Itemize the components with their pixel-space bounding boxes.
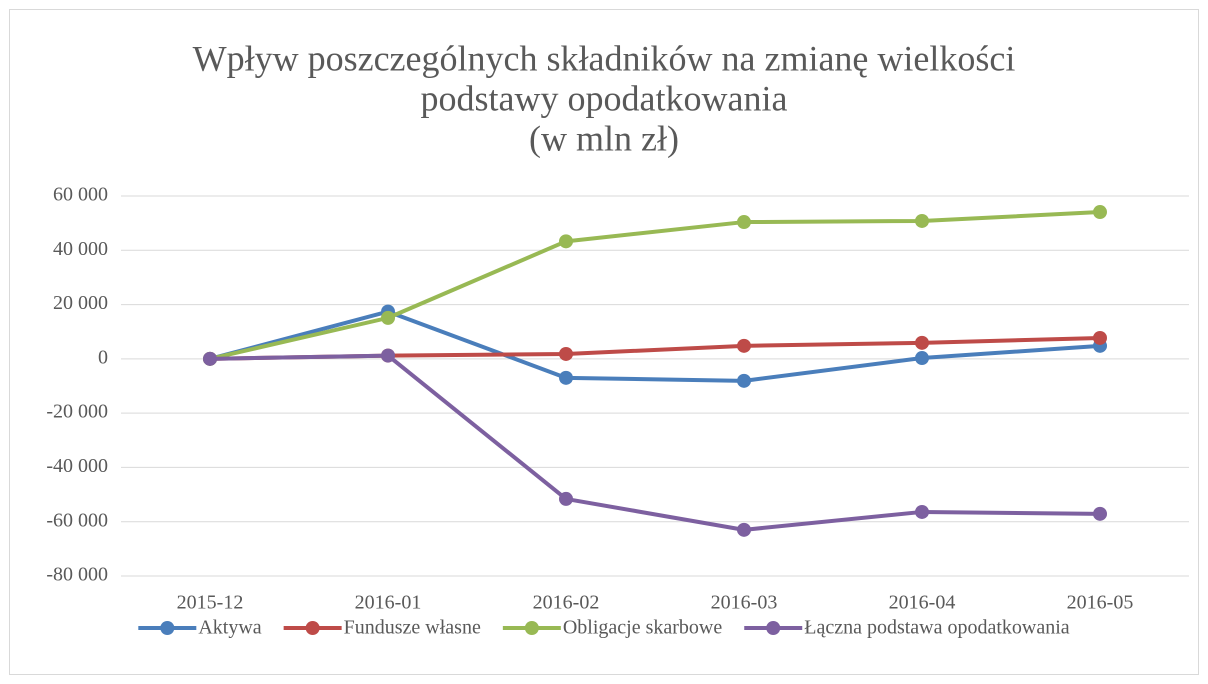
chart-title: (w mln zł): [529, 118, 679, 158]
data-point: [1093, 330, 1107, 345]
y-tick-label: -20 000: [46, 401, 108, 423]
series-line: [209, 210, 1101, 361]
data-point: [1093, 205, 1107, 220]
series-line: [209, 309, 1101, 383]
y-tick-label: -80 000: [46, 564, 108, 586]
legend-label: Obligacje skarbowe: [563, 617, 723, 639]
y-tick-label: -60 000: [46, 509, 108, 531]
data-point: [915, 213, 929, 228]
data-point: [381, 348, 395, 363]
x-tick-label: 2016-02: [533, 592, 600, 614]
y-tick-label: 60 000: [53, 184, 108, 206]
series-line: [209, 353, 1101, 532]
legend-label: Aktywa: [198, 617, 261, 639]
data-point: [915, 335, 929, 350]
y-tick-label: 20 000: [53, 292, 108, 314]
x-tick-label: 2016-01: [355, 592, 422, 614]
x-tick-label: 2016-05: [1067, 592, 1134, 614]
data-point: [559, 370, 573, 385]
data-point: [737, 215, 751, 230]
data-point: [737, 522, 751, 537]
data-point: [559, 234, 573, 249]
x-tick-label: 2016-04: [889, 592, 956, 614]
legend-label: Fundusze własne: [344, 617, 481, 639]
legend-marker: [160, 621, 175, 635]
data-point: [203, 351, 217, 366]
data-point: [559, 346, 573, 361]
legend-label: Łączna podstawa opodatkowania: [804, 617, 1070, 639]
data-point: [737, 373, 751, 388]
data-point: [559, 491, 573, 506]
data-point: [915, 351, 929, 366]
chart-title: podstawy opodatkowania: [421, 78, 788, 118]
y-tick-label: 0: [98, 346, 108, 368]
data-point: [1093, 506, 1107, 521]
data-point: [381, 310, 395, 325]
chart-title: Wpływ poszczególnych składników na zmian…: [193, 38, 1016, 78]
x-tick-label: 2015-12: [177, 592, 244, 614]
legend-marker: [305, 621, 320, 635]
data-point: [737, 338, 751, 353]
legend-marker: [524, 621, 539, 635]
y-tick-label: 40 000: [53, 238, 108, 260]
legend-marker: [766, 621, 781, 635]
y-tick-label: -40 000: [46, 455, 108, 477]
x-tick-label: 2016-03: [711, 592, 778, 614]
data-point: [915, 504, 929, 519]
